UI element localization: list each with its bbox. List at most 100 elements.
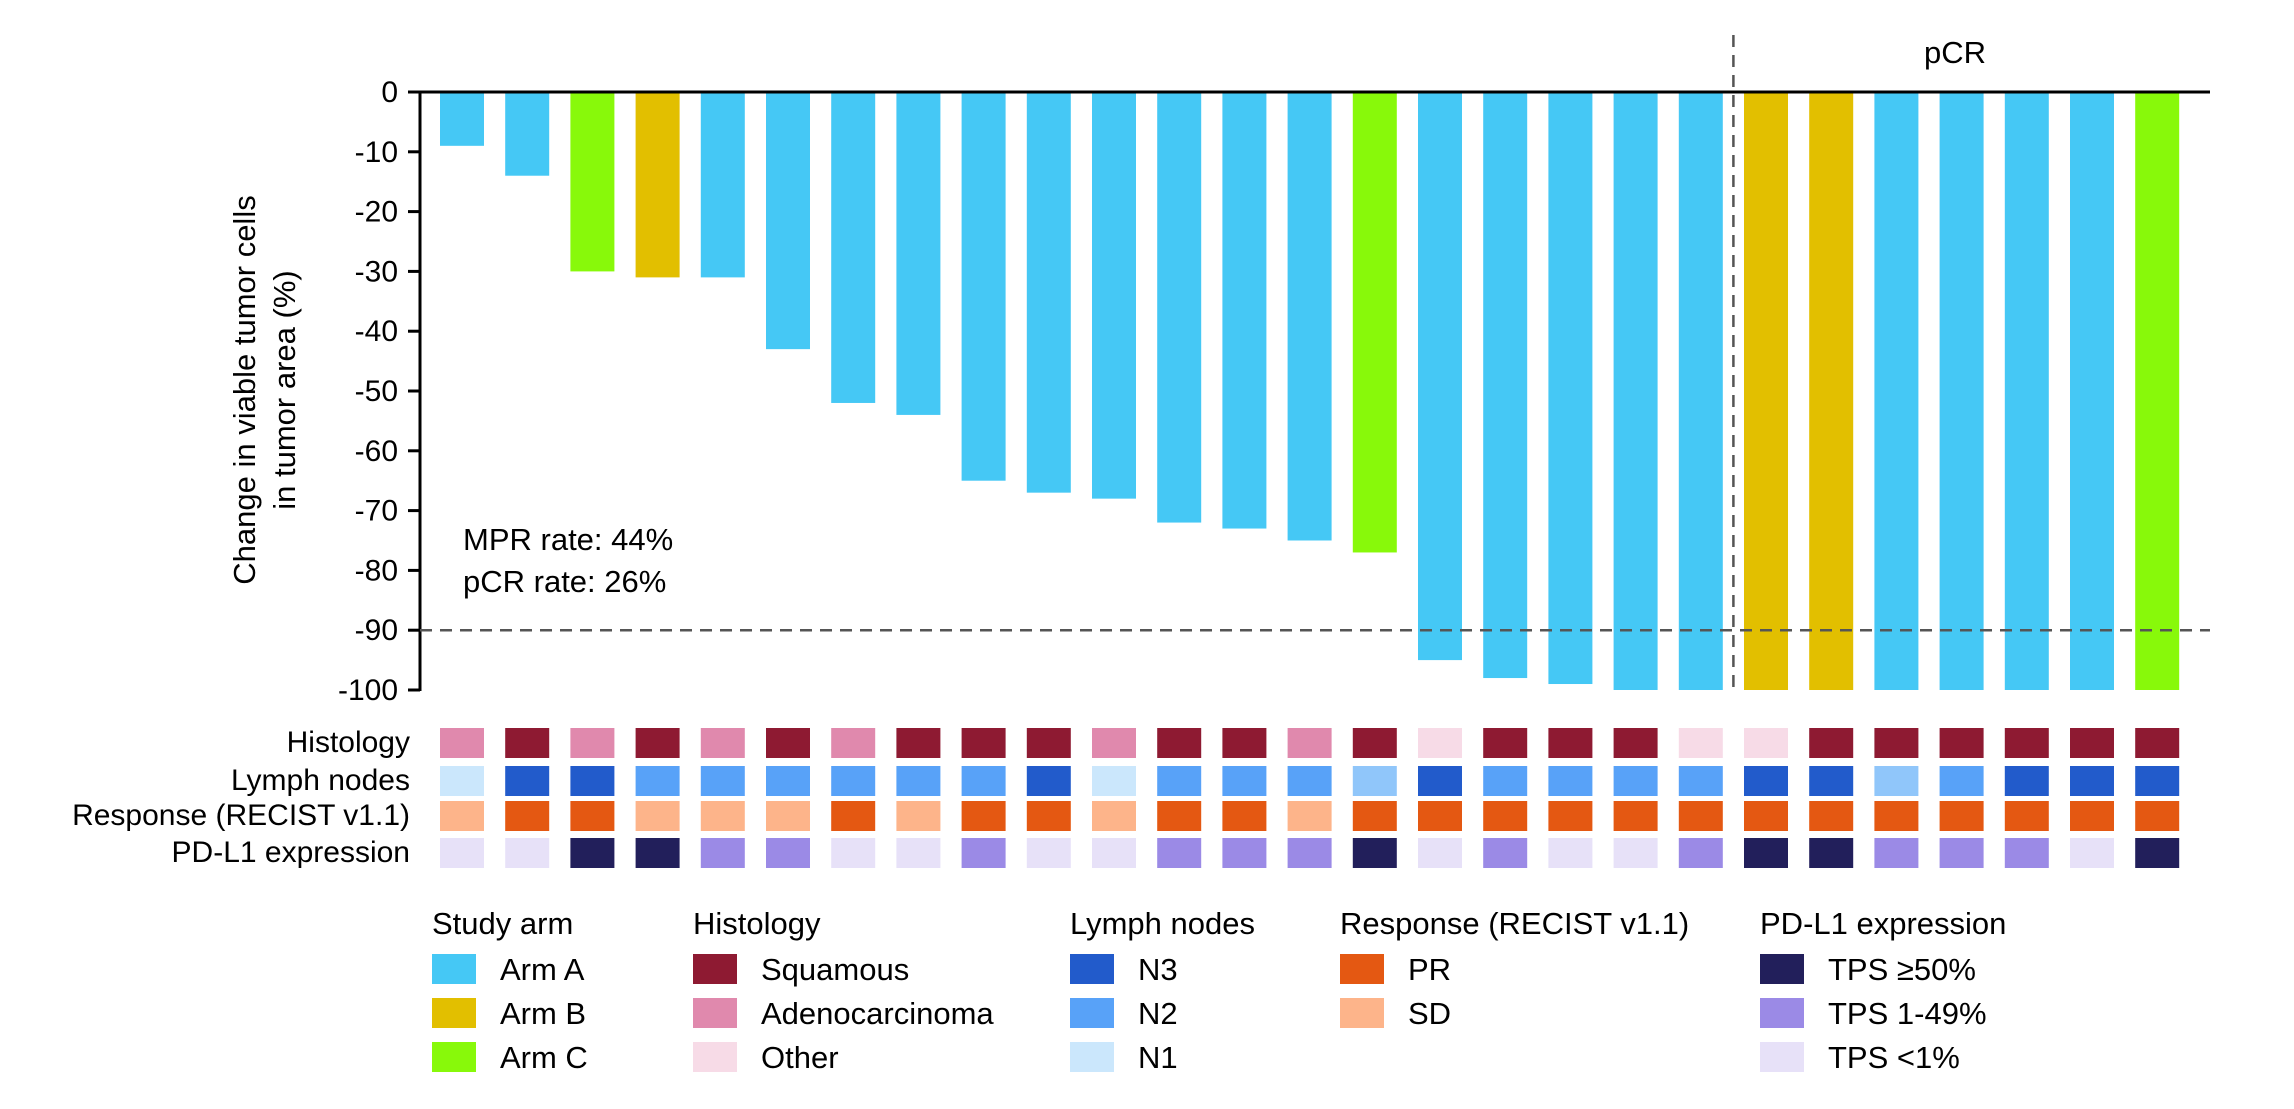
lymph-cell-7 — [831, 766, 876, 796]
pdl1-cell-7 — [831, 838, 876, 868]
response-cell-17 — [1483, 801, 1528, 831]
legend-swatch-4-2 — [1760, 1042, 1804, 1072]
legend-title-4: PD-L1 expression — [1760, 906, 2006, 941]
histology-cell-1 — [440, 728, 484, 758]
bar-2 — [505, 92, 550, 176]
bar-17 — [1483, 92, 1528, 679]
legend-title-2: Lymph nodes — [1070, 906, 1255, 941]
bar-9 — [961, 92, 1006, 481]
histology-cell-9 — [961, 728, 1006, 758]
y-tick-label: -30 — [355, 255, 398, 288]
lymph-cell-5 — [700, 766, 745, 796]
lymph-cell-19 — [1613, 766, 1658, 796]
response-cell-8 — [896, 801, 941, 831]
legend-title-0: Study arm — [432, 906, 573, 941]
track-label-lymph: Lymph nodes — [231, 764, 410, 797]
lymph-cell-22 — [1809, 766, 1854, 796]
response-cell-15 — [1352, 801, 1397, 831]
pdl1-cell-21 — [1744, 838, 1788, 868]
response-cell-20 — [1678, 801, 1723, 831]
lymph-cell-23 — [1874, 766, 1919, 796]
y-tick-label: -70 — [355, 495, 398, 528]
lymph-cell-3 — [570, 766, 615, 796]
pdl1-cell-10 — [1026, 838, 1071, 868]
y-tick-label: -10 — [355, 136, 398, 169]
pdl1-cell-3 — [570, 838, 615, 868]
lymph-cell-4 — [635, 766, 680, 796]
pdl1-cell-9 — [961, 838, 1006, 868]
response-cell-26 — [2070, 801, 2114, 831]
legend-label-3-0: PR — [1408, 952, 1451, 987]
legend-label-1-0: Squamous — [761, 952, 909, 987]
histology-cell-3 — [570, 728, 615, 758]
histology-cell-26 — [2070, 728, 2114, 758]
bar-14 — [1287, 92, 1332, 541]
y-axis-title-line-2: in tumor area (%) — [267, 270, 302, 509]
y-tick-label: -60 — [355, 435, 398, 468]
y-tick-label: -100 — [338, 674, 398, 707]
legend-swatch-4-1 — [1760, 998, 1804, 1028]
pdl1-cell-4 — [635, 838, 680, 868]
bar-3 — [570, 92, 615, 272]
response-cell-16 — [1418, 801, 1462, 831]
response-cell-25 — [2004, 801, 2049, 831]
histology-cell-14 — [1287, 728, 1332, 758]
pdl1-cell-22 — [1809, 838, 1854, 868]
legend-swatch-2-2 — [1070, 1042, 1114, 1072]
histology-cell-17 — [1483, 728, 1528, 758]
legend-swatch-4-0 — [1760, 954, 1804, 984]
legend-swatch-3-1 — [1340, 998, 1384, 1028]
bar-24 — [1939, 92, 1984, 690]
pdl1-cell-27 — [2135, 838, 2180, 868]
histology-cell-20 — [1678, 728, 1723, 758]
pdl1-cell-1 — [440, 838, 484, 868]
response-cell-19 — [1613, 801, 1658, 831]
legend-label-1-2: Other — [761, 1040, 839, 1075]
bar-27 — [2135, 92, 2180, 690]
histology-cell-23 — [1874, 728, 1919, 758]
response-cell-23 — [1874, 801, 1919, 831]
response-cell-6 — [766, 801, 810, 831]
pcr-rate-annotation: pCR rate: 26% — [463, 564, 666, 599]
response-cell-27 — [2135, 801, 2180, 831]
bar-23 — [1874, 92, 1919, 690]
histology-cell-13 — [1222, 728, 1267, 758]
histology-cell-24 — [1939, 728, 1984, 758]
lymph-cell-26 — [2070, 766, 2114, 796]
response-cell-5 — [700, 801, 745, 831]
lymph-cell-25 — [2004, 766, 2049, 796]
lymph-cell-2 — [505, 766, 550, 796]
legend-swatch-0-2 — [432, 1042, 476, 1072]
legend-label-2-0: N3 — [1138, 952, 1178, 987]
pdl1-cell-8 — [896, 838, 941, 868]
lymph-cell-27 — [2135, 766, 2180, 796]
legend-label-1-1: Adenocarcinoma — [761, 996, 994, 1031]
legend-swatch-0-0 — [432, 954, 476, 984]
bar-13 — [1222, 92, 1267, 529]
y-tick-label: -20 — [355, 196, 398, 229]
lymph-cell-16 — [1418, 766, 1462, 796]
response-cell-14 — [1287, 801, 1332, 831]
response-cell-3 — [570, 801, 615, 831]
mpr-rate-annotation: MPR rate: 44% — [463, 522, 673, 557]
track-label-histology: Histology — [287, 726, 410, 759]
legend-swatch-1-2 — [693, 1042, 737, 1072]
pdl1-cell-17 — [1483, 838, 1528, 868]
pdl1-cell-12 — [1157, 838, 1202, 868]
legend-swatch-1-0 — [693, 954, 737, 984]
bar-11 — [1092, 92, 1136, 499]
bar-1 — [440, 92, 484, 146]
bar-16 — [1418, 92, 1462, 661]
lymph-cell-1 — [440, 766, 484, 796]
legend-label-3-1: SD — [1408, 996, 1451, 1031]
pdl1-cell-25 — [2004, 838, 2049, 868]
response-cell-22 — [1809, 801, 1854, 831]
legend-label-4-0: TPS ≥50% — [1828, 952, 1976, 987]
lymph-cell-21 — [1744, 766, 1788, 796]
track-label-response: Response (RECIST v1.1) — [72, 799, 410, 832]
response-cell-13 — [1222, 801, 1267, 831]
pdl1-cell-18 — [1548, 838, 1593, 868]
bar-8 — [896, 92, 941, 415]
legend-swatch-2-1 — [1070, 998, 1114, 1028]
histology-cell-27 — [2135, 728, 2180, 758]
